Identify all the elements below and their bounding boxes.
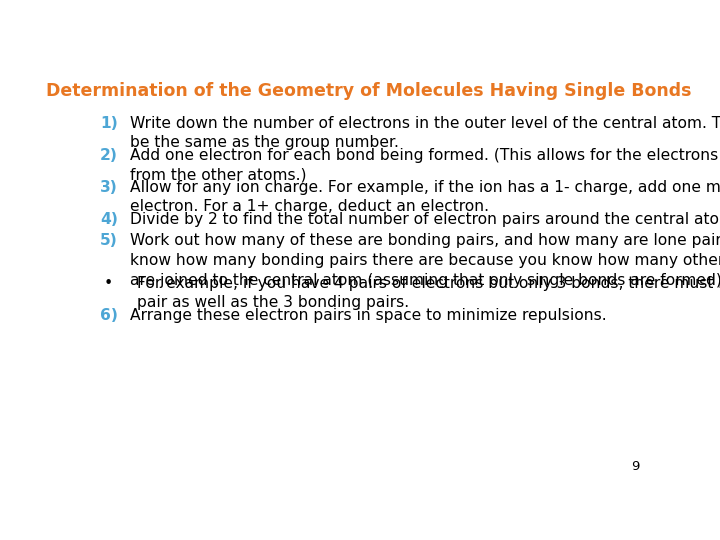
Text: 5): 5) [100, 233, 118, 248]
Text: Determination of the Geometry of Molecules Having Single Bonds: Determination of the Geometry of Molecul… [46, 82, 692, 100]
Text: Work out how many of these are bonding pairs, and how many are lone pairs. You
k: Work out how many of these are bonding p… [130, 233, 720, 288]
Text: Add one electron for each bond being formed. (This allows for the electrons comi: Add one electron for each bond being for… [130, 147, 720, 183]
Text: 1): 1) [100, 116, 118, 131]
Text: Allow for any ion charge. For example, if the ion has a 1- charge, add one more
: Allow for any ion charge. For example, i… [130, 180, 720, 214]
Text: 6): 6) [100, 308, 118, 322]
Text: Divide by 2 to find the total number of electron pairs around the central atom.: Divide by 2 to find the total number of … [130, 212, 720, 227]
Text: Write down the number of electrons in the outer level of the central atom. That : Write down the number of electrons in th… [130, 116, 720, 150]
Text: •: • [104, 275, 113, 291]
Text: Arrange these electron pairs in space to minimize repulsions.: Arrange these electron pairs in space to… [130, 308, 607, 322]
Text: 3): 3) [100, 180, 118, 194]
Text: 9: 9 [631, 460, 639, 473]
Text: For example, if you have 4 pairs of electrons but only 3 bonds, there must be 1 : For example, if you have 4 pairs of elec… [138, 275, 720, 310]
Text: 4): 4) [100, 212, 118, 227]
Text: 2): 2) [100, 147, 118, 163]
